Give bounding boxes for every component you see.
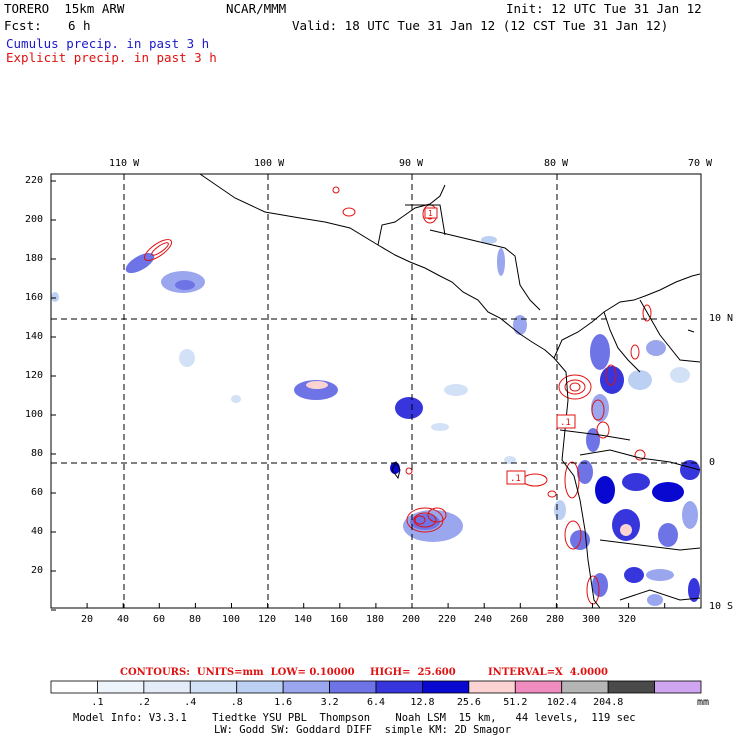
colorbar-unit: mm xyxy=(697,697,710,708)
y-tick-label: 60 xyxy=(31,487,44,498)
colorbar-label: 25.6 xyxy=(456,697,481,708)
colorbar-label: .4 xyxy=(184,697,197,708)
contour-high: HIGH= 25.600 xyxy=(370,667,456,678)
y-tick-label: 140 xyxy=(25,331,44,342)
cumulus-precip-shading xyxy=(51,236,700,606)
colorbar-swatch xyxy=(654,680,702,694)
x-tick-label: 40 xyxy=(117,614,130,625)
model-title: TORERO 15km ARW xyxy=(4,1,125,16)
x-tick-label: 320 xyxy=(618,614,637,625)
colorbar-label: 12.8 xyxy=(410,697,435,708)
map-frame xyxy=(50,173,702,609)
x-tick-label: 260 xyxy=(510,614,529,625)
lat-label-10s: 10 S xyxy=(709,601,734,612)
contour-interval: INTERVAL=X 4.0000 xyxy=(488,667,608,678)
colorbar-swatch xyxy=(97,680,145,694)
y-tick-label: 120 xyxy=(25,370,44,381)
x-tick-label: 140 xyxy=(294,614,313,625)
colorbar-label: .8 xyxy=(230,697,243,708)
forecast-label: Fcst: xyxy=(4,18,42,33)
colorbar-swatch xyxy=(329,680,377,694)
colorbar-swatch xyxy=(422,680,470,694)
forecast-value: 6 h xyxy=(68,18,91,33)
valid-time: Valid: 18 UTC Tue 31 Jan 12 (12 CST Tue … xyxy=(292,18,669,33)
colorbar-swatch xyxy=(50,680,98,694)
model-info-line1: Model Info: V3.3.1 Tiedtke YSU PBL Thomp… xyxy=(73,712,636,724)
x-tick-label: 280 xyxy=(546,614,565,625)
y-tick-label: 80 xyxy=(31,448,44,459)
x-tick-label: 60 xyxy=(153,614,166,625)
x-tick-label: 300 xyxy=(582,614,601,625)
contour-label-3: .1 xyxy=(510,474,521,484)
colorbar-label: .2 xyxy=(137,697,150,708)
colorbar-swatch xyxy=(236,680,284,694)
colorbar-swatch xyxy=(143,680,191,694)
model-info-line2: LW: Godd SW: Goddard DIFF simple KM: 2D … xyxy=(214,724,512,736)
x-tick-label: 80 xyxy=(189,614,202,625)
lat-label-0: 0 xyxy=(709,457,716,468)
y-tick-label: 180 xyxy=(25,253,44,264)
contour-label-boxes: 1 .1 .1 xyxy=(424,207,576,485)
contour-label-1: 1 xyxy=(428,209,433,218)
contour-label-2: .1 xyxy=(560,418,571,428)
lon-label-70w: 70 W xyxy=(688,158,713,169)
x-tick-label: 120 xyxy=(258,614,277,625)
contour-units: CONTOURS: UNITS=mm LOW= 0.10000 xyxy=(120,667,355,678)
y-tick-label: 200 xyxy=(25,214,44,225)
colorbar-label: 102.4 xyxy=(546,697,577,708)
colorbar-swatch xyxy=(561,680,609,694)
colorbar-label: .1 xyxy=(91,697,104,708)
latlon-grid xyxy=(51,174,701,608)
init-time: Init: 12 UTC Tue 31 Jan 12 xyxy=(506,1,702,16)
y-tick-label: 100 xyxy=(25,409,44,420)
y-tick-label: 40 xyxy=(31,526,44,537)
colorbar-label: 3.2 xyxy=(320,697,339,708)
coastlines xyxy=(199,173,701,609)
colorbar-label: 6.4 xyxy=(367,697,386,708)
x-tick-label: 180 xyxy=(366,614,385,625)
y-tick-label: 220 xyxy=(25,175,44,186)
lon-label-90w: 90 W xyxy=(399,158,424,169)
colorbar-label: 1.6 xyxy=(274,697,293,708)
lat-label-10n: 10 N xyxy=(709,313,734,324)
x-tick-label: 100 xyxy=(222,614,241,625)
colorbar-swatch xyxy=(375,680,423,694)
colorbar-swatch xyxy=(607,680,655,694)
axis-tick-marks xyxy=(50,180,666,611)
explicit-legend: Explicit precip. in past 3 h xyxy=(6,50,217,65)
colorbar-swatch xyxy=(514,680,563,694)
x-tick-label: 240 xyxy=(474,614,493,625)
org-label: NCAR/MMM xyxy=(226,1,287,16)
lon-label-100w: 100 W xyxy=(254,158,285,169)
x-tick-label: 220 xyxy=(438,614,457,625)
colorbar-label: 51.2 xyxy=(503,697,528,708)
cumulus-legend: Cumulus precip. in past 3 h xyxy=(6,36,210,51)
lon-label-80w: 80 W xyxy=(544,158,569,169)
y-tick-label: 160 xyxy=(25,292,44,303)
y-tick-label: 20 xyxy=(31,565,44,576)
x-tick-label: 200 xyxy=(402,614,421,625)
colorbar-swatch xyxy=(189,680,238,694)
x-tick-label: 20 xyxy=(81,614,94,625)
colorbar xyxy=(50,680,702,694)
lon-label-110w: 110 W xyxy=(109,158,140,169)
colorbar-label: 204.8 xyxy=(593,697,624,708)
colorbar-swatch xyxy=(282,680,330,694)
x-tick-label: 160 xyxy=(330,614,349,625)
colorbar-swatch xyxy=(468,680,516,694)
